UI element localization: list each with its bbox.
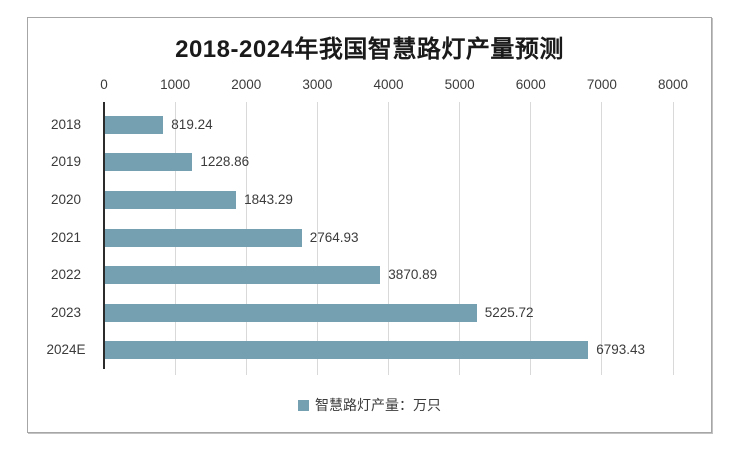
value-label: 819.24	[171, 116, 213, 132]
x-tick-label: 1000	[160, 77, 191, 92]
legend: 智慧路灯产量：万只	[28, 395, 711, 415]
value-label: 1843.29	[244, 191, 293, 207]
value-label: 5225.72	[484, 304, 534, 320]
bar	[105, 228, 302, 247]
gridline	[388, 102, 389, 375]
value-label: 2764.93	[309, 229, 359, 245]
bar	[105, 190, 237, 209]
legend-marker-square	[298, 399, 309, 411]
x-tick-label: 5000	[444, 77, 475, 92]
category-label: 2023	[50, 304, 82, 320]
bar	[105, 153, 193, 172]
y-axis-line	[103, 102, 105, 369]
category-label: 2022	[50, 267, 82, 283]
bar	[105, 303, 477, 322]
category-label: 2019	[50, 154, 82, 170]
value-label: 3870.89	[388, 267, 438, 283]
chart-title: 2018-2024年我国智慧路灯产量预测	[175, 36, 564, 63]
gridline	[530, 102, 532, 375]
value-label: 6793.43	[596, 342, 645, 358]
x-tick-label: 3000	[302, 77, 333, 92]
x-tick-label: 4000	[373, 77, 404, 92]
chart-panel: 2018-2024年我国智慧路灯产量预测 0 1000 2000 3000 4000 50…	[27, 17, 712, 433]
bar	[105, 266, 381, 285]
category-label: 2021	[50, 229, 82, 245]
x-tick-label: 6000	[515, 77, 546, 92]
gridline	[459, 102, 461, 375]
category-label: 2020	[50, 191, 82, 207]
bar	[105, 341, 589, 360]
gridline	[601, 102, 603, 375]
x-tick-label: 0	[100, 77, 108, 92]
x-tick-label: 7000	[586, 77, 617, 92]
value-label: 1228.86	[200, 154, 250, 170]
category-label: 2024E	[46, 342, 86, 358]
legend-label: 智慧路灯产量：万只	[315, 397, 441, 413]
bar	[105, 115, 164, 134]
gridline	[316, 102, 318, 375]
x-tick-label: 2000	[231, 77, 262, 92]
category-label: 2018	[50, 116, 82, 132]
x-tick-label: 8000	[657, 77, 689, 92]
gridline	[672, 102, 674, 375]
